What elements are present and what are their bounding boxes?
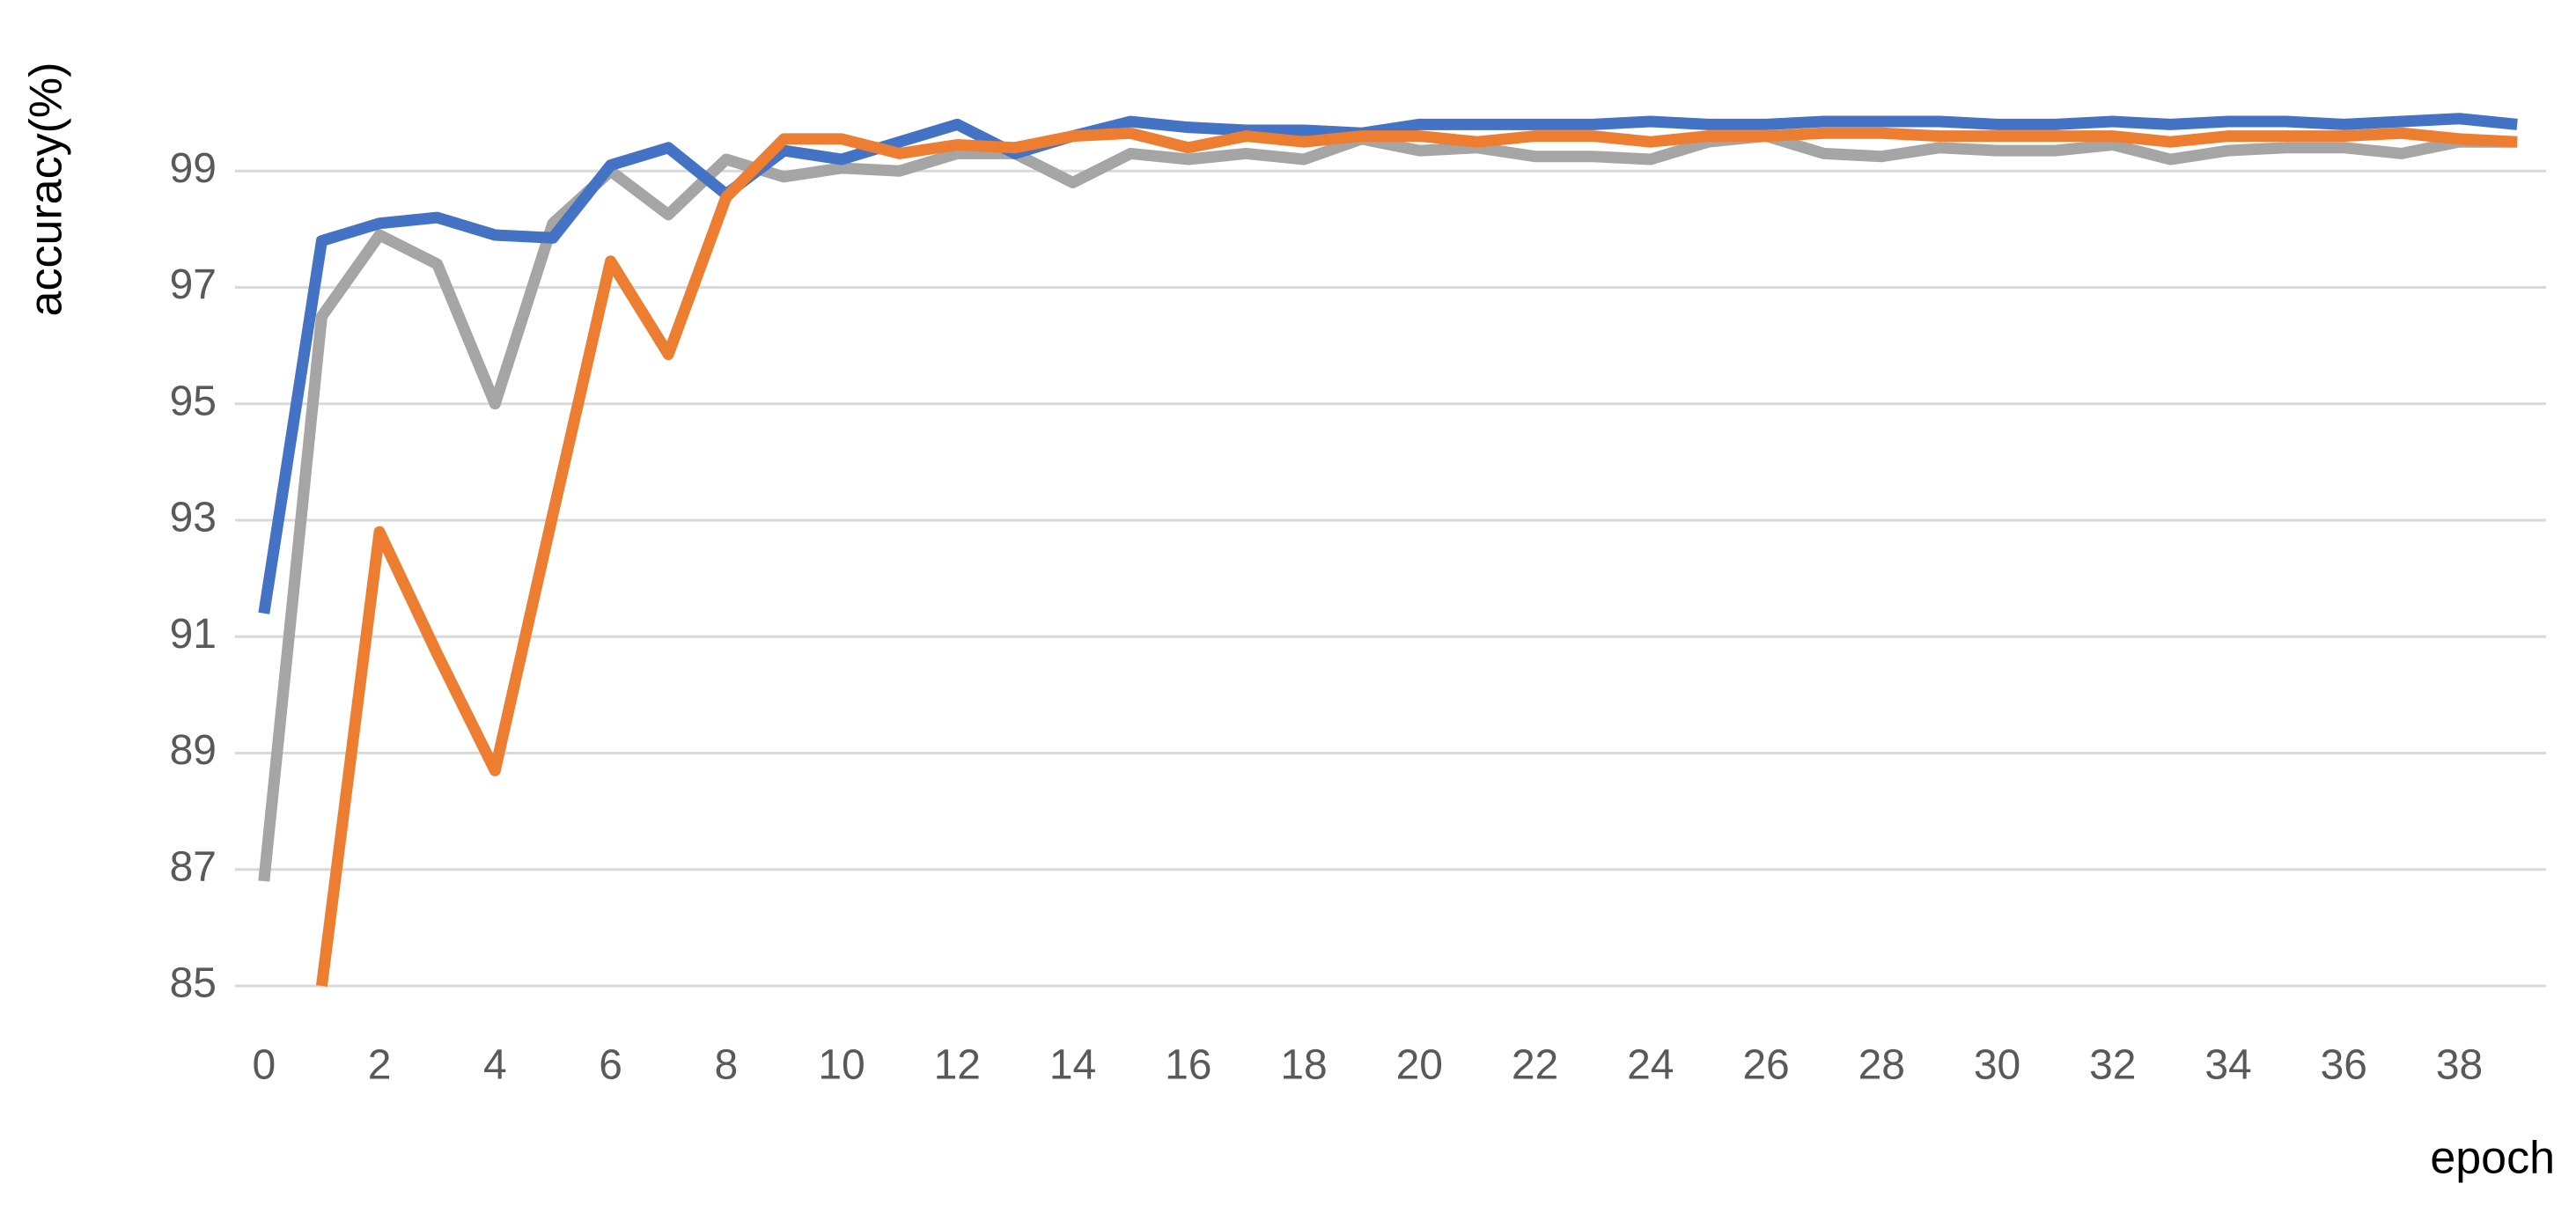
- y-tick-label: 99: [170, 145, 217, 192]
- x-tick-label: 14: [1049, 1042, 1096, 1089]
- y-tick-label: 85: [170, 960, 217, 1007]
- x-tick-label: 6: [599, 1042, 622, 1089]
- x-tick-label: 4: [483, 1042, 507, 1089]
- y-tick-label: 87: [170, 843, 217, 890]
- x-tick-label: 26: [1742, 1042, 1789, 1089]
- plot-area: [258, 113, 2518, 987]
- y-tick-label: 95: [170, 378, 217, 424]
- x-tick-label: 10: [818, 1042, 865, 1089]
- x-tick-label: 12: [934, 1042, 981, 1089]
- y-tick-label: 89: [170, 727, 217, 774]
- y-axis-title: accuracy(%): [21, 63, 72, 317]
- x-tick-label: 28: [1858, 1042, 1905, 1089]
- grid: [235, 169, 2546, 988]
- x-tick-label: 18: [1280, 1042, 1327, 1089]
- x-tick-label: 24: [1627, 1042, 1674, 1089]
- y-tick-label: 93: [170, 495, 217, 541]
- x-tick-label: 36: [2321, 1042, 2367, 1089]
- x-tick-label: 16: [1165, 1042, 1211, 1089]
- x-tick-label: 2: [368, 1042, 392, 1089]
- x-tick-label: 0: [252, 1042, 276, 1089]
- x-tick-label: 20: [1396, 1042, 1443, 1089]
- x-tick-label: 8: [714, 1042, 738, 1089]
- x-axis-title: epoch: [2430, 1133, 2555, 1184]
- x-tick-label: 38: [2436, 1042, 2483, 1089]
- series-line: [258, 113, 2518, 614]
- y-tick-label: 97: [170, 261, 217, 308]
- x-tick-label: 34: [2204, 1042, 2251, 1089]
- x-tick-label: 22: [1512, 1042, 1558, 1089]
- x-tick-label: 32: [2089, 1042, 2136, 1089]
- y-tick-label: 91: [170, 611, 217, 658]
- series-line: [315, 127, 2518, 987]
- x-tick-label: 30: [1974, 1042, 2020, 1089]
- series-line: [258, 130, 2518, 882]
